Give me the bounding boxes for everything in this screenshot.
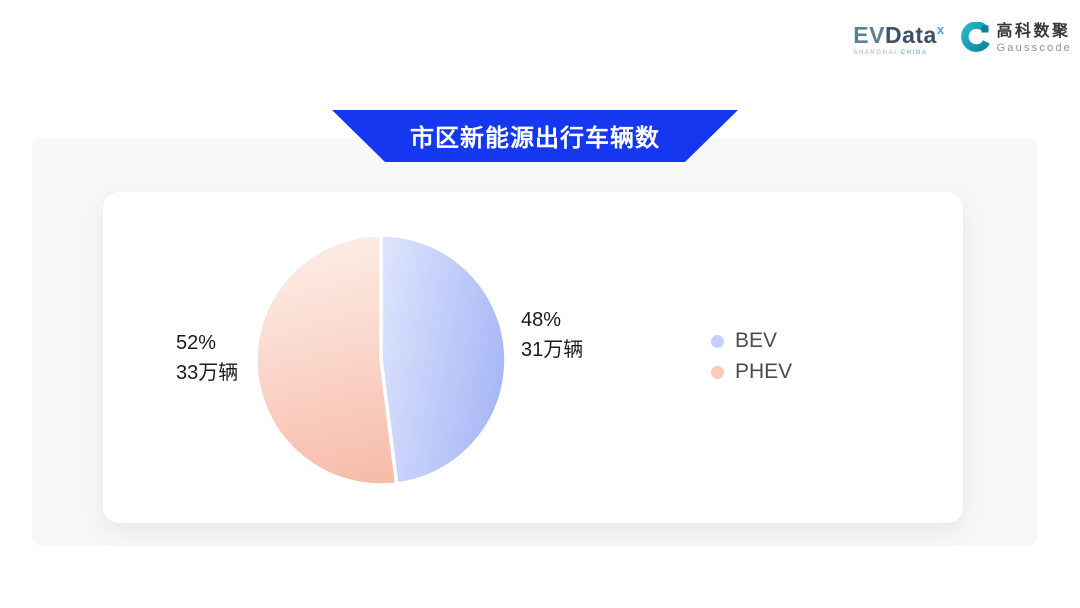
phev-percent: 52% <box>176 332 217 354</box>
bev-legend-dot-icon <box>711 334 724 348</box>
evdata-logo: EVDatax SHANGHAI CHINA <box>853 23 944 56</box>
evdata-tagline: SHANGHAI CHINA <box>853 50 944 56</box>
evdata-ev-text: EV <box>853 21 885 48</box>
evdata-superscript-x: x <box>936 21 945 37</box>
bev-percent: 48% <box>521 309 562 331</box>
bev-legend-label: BEV <box>735 329 778 352</box>
evdata-tagline-china: CHINA <box>900 49 928 56</box>
pie-slice-phev[interactable] <box>254 233 399 487</box>
phev-legend-dot-icon <box>711 365 724 379</box>
bev-slice-label: 48% 31万辆 <box>521 305 583 365</box>
phev-slice-label: 52% 33万辆 <box>176 328 238 388</box>
gausscode-en-name: Gausscode <box>996 42 1072 54</box>
bev-amount: 31万辆 <box>521 339 584 361</box>
pie-chart <box>254 233 508 487</box>
gausscode-logo: 高科数聚 Gausscode <box>959 22 1072 56</box>
gausscode-text: 高科数聚 Gausscode <box>997 24 1072 54</box>
evdata-wordmark: EVDatax <box>853 23 944 47</box>
evdata-data-text: Data <box>884 21 937 48</box>
chart-card: 48% 31万辆 52% 33万辆 BEV PHEV <box>103 192 963 523</box>
phev-amount: 33万辆 <box>176 362 239 384</box>
page-title: 市区新能源出行车辆数 <box>410 124 660 152</box>
pie-slice-bev[interactable] <box>379 233 508 486</box>
title-banner: 市区新能源出行车辆数 <box>332 110 738 162</box>
phev-legend-label: PHEV <box>735 360 793 383</box>
legend-item-phev[interactable]: PHEV <box>711 359 792 385</box>
chart-legend: BEV PHEV <box>711 328 792 385</box>
header-logos: EVDatax SHANGHAI CHINA 高科数聚 Gausscode <box>853 22 1072 56</box>
gausscode-g-icon <box>960 22 990 52</box>
gausscode-cn-name: 高科数聚 <box>996 23 1071 40</box>
legend-item-bev[interactable]: BEV <box>711 328 792 354</box>
evdata-tagline-shanghai: SHANGHAI <box>853 49 898 56</box>
